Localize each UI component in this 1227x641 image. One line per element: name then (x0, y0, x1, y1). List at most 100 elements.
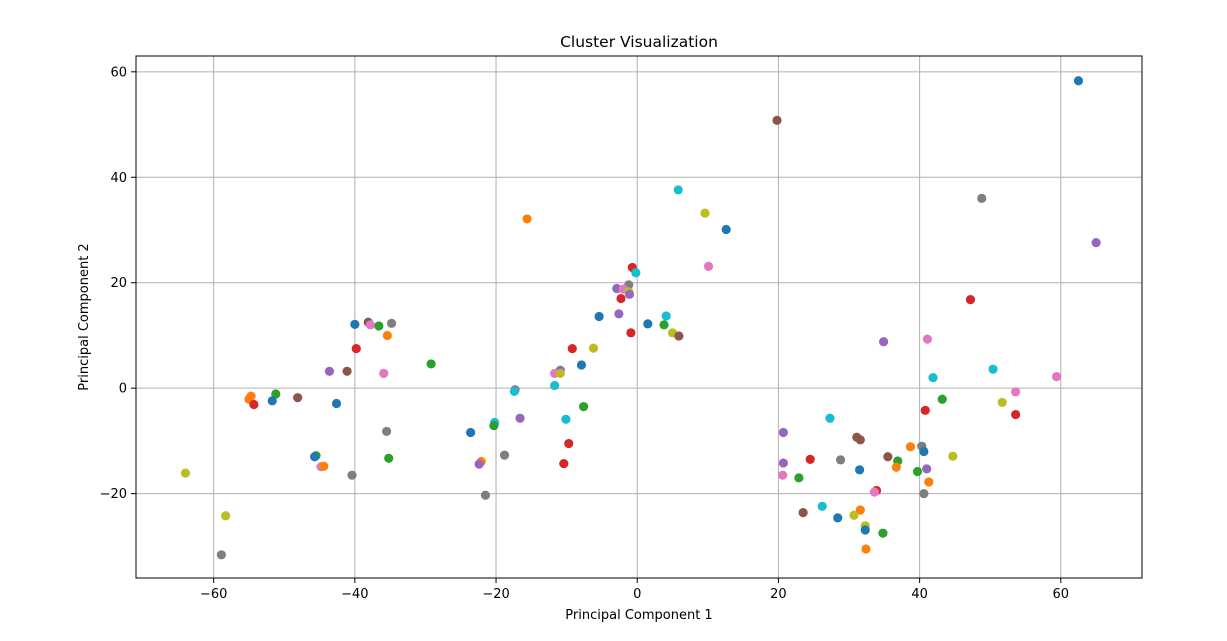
scatter-point (384, 453, 394, 463)
scatter-point (374, 321, 384, 331)
scatter-point (342, 366, 352, 376)
scatter-point (351, 344, 361, 354)
scatter-point (948, 451, 958, 461)
scatter-point (249, 399, 259, 410)
scatter-point (626, 328, 636, 338)
scatter-point (860, 525, 870, 535)
scatter-point (386, 318, 397, 328)
scatter-point (382, 330, 392, 341)
scatter-point (772, 115, 782, 125)
scatter-point (778, 427, 788, 438)
scatter-point (489, 421, 499, 431)
scatter-point (855, 505, 865, 515)
scatter-point (365, 320, 375, 330)
scatter-point (997, 397, 1007, 408)
scatter-point (382, 426, 392, 437)
scatter-point (624, 289, 635, 299)
scatter-point (721, 224, 731, 235)
scatter-point (379, 368, 389, 379)
scatter-point (293, 393, 303, 403)
scatter-point (522, 214, 532, 224)
scatter-point (216, 550, 227, 560)
scatter-point (920, 405, 930, 415)
chart-title: Cluster Visualization (560, 33, 718, 51)
x-tick-label: 60 (1053, 587, 1070, 602)
scatter-point (1091, 238, 1101, 248)
scatter-point (703, 261, 714, 271)
scatter-point (426, 359, 436, 369)
scatter-point (588, 343, 599, 353)
scatter-point (1073, 76, 1084, 86)
y-tick-label: 20 (110, 276, 127, 291)
x-tick-label: −40 (341, 587, 368, 602)
scatter-point (594, 311, 604, 322)
scatter-point (555, 368, 565, 379)
scatter-point (347, 470, 357, 480)
axis-ticks: −60 −40 −20 0 20 40 60 −20 0 20 40 60 (100, 65, 1070, 602)
scatter-point (1011, 409, 1021, 420)
scatter-point (319, 461, 329, 471)
scatter-point (937, 394, 947, 404)
scatter-point (499, 450, 510, 460)
scatter-point (561, 414, 571, 424)
scatter-point (835, 455, 846, 465)
scatter-point (576, 360, 587, 370)
x-tick-label: 0 (633, 587, 641, 602)
plot-frame (135, 55, 1143, 579)
y-tick-label: 0 (119, 382, 127, 397)
data-points (180, 76, 1101, 560)
scatter-point (480, 490, 491, 500)
scatter-point (919, 446, 929, 457)
x-tick-label: −20 (482, 587, 509, 602)
scatter-point (922, 464, 932, 474)
scatter-point (661, 311, 671, 321)
scatter-point (474, 459, 484, 469)
scatter-point (905, 442, 916, 452)
scatter-point (878, 528, 888, 538)
scatter-point (1011, 387, 1021, 397)
x-tick-label: 40 (911, 587, 928, 602)
scatter-point (988, 364, 998, 374)
x-axis-label: Principal Component 1 (565, 608, 712, 623)
scatter-point (912, 466, 923, 477)
scatter-point (778, 458, 788, 468)
scatter-point (805, 454, 815, 464)
scatter-point (817, 501, 827, 511)
scatter-point (616, 293, 626, 304)
scatter-point (350, 319, 360, 329)
scatter-point (977, 193, 987, 203)
scatter-point (700, 208, 710, 218)
scatter-point (271, 389, 281, 399)
scatter-point (919, 489, 929, 499)
scatter-point (825, 413, 835, 423)
scatter-point (578, 402, 589, 412)
scatter-point (849, 510, 859, 520)
scatter-point (331, 398, 342, 409)
scatter-point (794, 473, 804, 483)
scatter-point (310, 452, 320, 462)
y-axis-label: Principal Component 2 (77, 243, 92, 390)
scatter-point (643, 319, 653, 329)
scatter-point (180, 468, 191, 478)
scatter-point (564, 438, 574, 449)
y-tick-label: 40 (110, 171, 127, 186)
scatter-point (922, 334, 932, 344)
scatter-point (515, 413, 525, 423)
scatter-point (855, 465, 865, 475)
y-tick-label: 60 (110, 65, 127, 80)
scatter-point (855, 435, 865, 445)
scatter-point (567, 344, 577, 354)
grid-lines (136, 56, 1142, 578)
scatter-point (869, 487, 880, 497)
scatter-point (267, 396, 277, 406)
scatter-point (550, 380, 560, 391)
scatter-point (883, 452, 893, 462)
y-tick-label: −20 (100, 487, 127, 502)
scatter-point (614, 309, 624, 319)
scatter-point (221, 511, 231, 521)
scatter-point (833, 513, 843, 523)
scatter-point (673, 185, 683, 195)
scatter-point (509, 386, 519, 396)
scatter-point (466, 427, 476, 438)
